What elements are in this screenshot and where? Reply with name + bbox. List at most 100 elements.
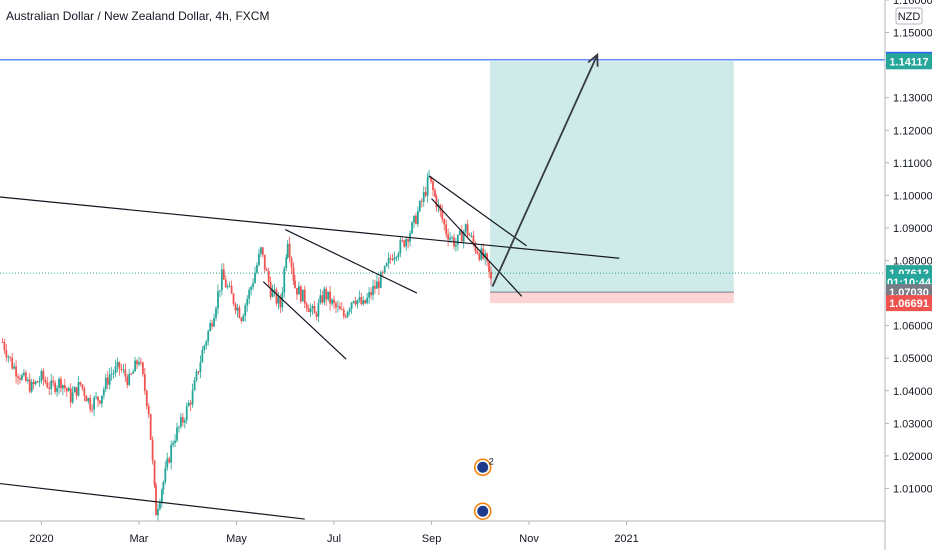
- candle-body: [19, 378, 21, 380]
- candle-body: [85, 396, 88, 402]
- candle-body: [122, 369, 125, 371]
- candle-body: [234, 303, 237, 311]
- candle-body: [356, 300, 359, 305]
- axes: [0, 0, 886, 550]
- candle-body: [183, 420, 186, 423]
- candle-body: [195, 371, 198, 381]
- candle-body: [420, 200, 423, 202]
- target-arrow[interactable]: [491, 52, 599, 287]
- candle-body: [399, 240, 402, 254]
- candle-body: [327, 291, 330, 300]
- event-markers[interactable]: 2: [473, 456, 494, 520]
- candle-body: [1, 341, 4, 343]
- candle-body: [460, 230, 463, 242]
- candle-body: [160, 490, 163, 503]
- candle-body: [292, 267, 295, 281]
- price-tick-label: 1.06000: [893, 321, 932, 333]
- candle-body: [283, 268, 286, 293]
- time-tick-label: 2021: [614, 533, 638, 545]
- candle-body: [77, 381, 80, 396]
- candle-body: [172, 442, 174, 445]
- candle-body: [140, 362, 142, 363]
- trend-line[interactable]: [431, 198, 523, 297]
- candle-body: [482, 248, 485, 259]
- stop-zone[interactable]: [490, 292, 734, 304]
- candle-body: [21, 375, 23, 380]
- candle-body: [26, 379, 29, 381]
- candle-body: [180, 417, 182, 427]
- candle-body: [24, 372, 27, 381]
- candle-body: [199, 362, 202, 373]
- candle-body: [232, 293, 235, 304]
- candle-body: [441, 210, 444, 220]
- candle-body: [368, 292, 371, 298]
- currency-badge[interactable]: NZD: [895, 7, 923, 25]
- price-tags: 1.141631.141171.0761201:10:441.070301.06…: [886, 51, 932, 312]
- candle-body: [383, 266, 386, 273]
- candle-body: [48, 387, 51, 389]
- trend-lines[interactable]: [0, 175, 620, 520]
- candle-body: [201, 350, 204, 363]
- candle-body: [7, 356, 10, 358]
- candle-body: [149, 413, 152, 440]
- candle-body: [374, 286, 376, 289]
- candle-body: [168, 458, 171, 463]
- candle-body: [62, 385, 64, 389]
- trend-line[interactable]: [284, 229, 418, 294]
- candle-body: [432, 181, 434, 191]
- arrow-shaft[interactable]: [491, 54, 599, 287]
- time-axis[interactable]: 2020 Mar May Jul Sep Nov 2021: [29, 521, 639, 545]
- trend-line[interactable]: [428, 175, 527, 247]
- candle-body: [362, 300, 365, 305]
- candle-body: [428, 176, 430, 178]
- candle-body: [217, 291, 219, 309]
- candle-body: [104, 377, 107, 390]
- candle-body: [93, 397, 96, 410]
- candle-body: [303, 289, 306, 304]
- candle-body: [157, 508, 159, 516]
- candle-body: [22, 372, 25, 376]
- candle-body: [484, 253, 487, 259]
- price-tag-box: [886, 295, 932, 312]
- candle-body: [145, 390, 148, 406]
- candle-body: [141, 362, 144, 375]
- candle-body: [346, 311, 349, 318]
- chart-title: Australian Dollar / New Zealand Dollar, …: [6, 9, 269, 23]
- trend-line[interactable]: [0, 196, 620, 259]
- trend-line[interactable]: [262, 281, 347, 360]
- candle-body: [44, 379, 47, 383]
- candle-body: [298, 286, 300, 295]
- price-tick-label: 1.01000: [893, 483, 932, 495]
- candle-body: [340, 309, 343, 311]
- candle-body: [110, 373, 113, 375]
- candle-body: [486, 253, 489, 262]
- candle-body: [389, 258, 392, 259]
- candle-body: [385, 263, 388, 267]
- price-tick-label: 1.10000: [893, 190, 932, 202]
- candle-body: [387, 258, 390, 264]
- candle-body: [151, 439, 154, 461]
- candle-body: [211, 323, 214, 327]
- candle-body: [130, 373, 133, 375]
- event-marker-count: 2: [489, 456, 494, 466]
- candle-body: [191, 390, 194, 405]
- price-tick-label: 1.16000: [893, 0, 932, 7]
- candle-body: [58, 378, 60, 388]
- candle-body: [181, 417, 184, 423]
- position-tool[interactable]: [490, 61, 734, 304]
- arrow-head: [587, 52, 599, 67]
- candle-body: [197, 371, 200, 373]
- candle-body: [226, 286, 229, 288]
- trend-line[interactable]: [0, 482, 305, 520]
- candle-body: [348, 309, 351, 312]
- candle-body: [75, 387, 78, 396]
- candle-body: [372, 286, 374, 296]
- candle-body: [256, 265, 258, 273]
- candle-body: [52, 380, 55, 383]
- candle-body: [464, 224, 467, 232]
- candle-body: [411, 222, 413, 234]
- candle-body: [259, 247, 262, 254]
- candle-body: [222, 269, 225, 280]
- target-zone[interactable]: [490, 61, 734, 293]
